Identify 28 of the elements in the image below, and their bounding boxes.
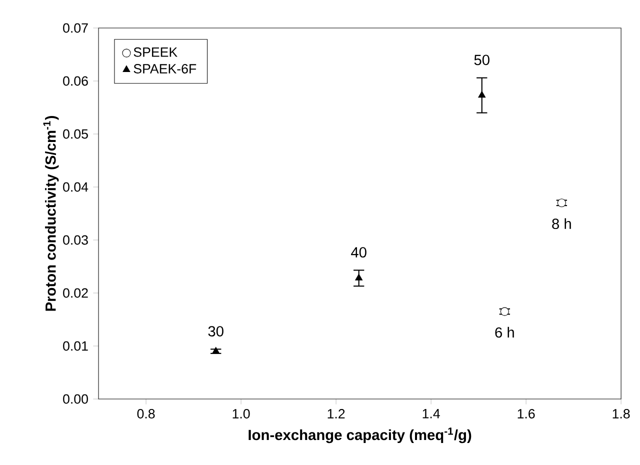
point [212,347,220,354]
annotation: 8 h [552,218,571,230]
annotation: 40 [351,247,366,258]
y-axis-title: Proton conductivity (S/cm$^{-1}$) [43,116,59,311]
x-tick-label: 1.2 [328,409,345,418]
legend-label: SPAEK-6F [134,64,196,74]
y-tick-label: 0.06 [63,76,88,86]
point [557,198,566,208]
y-tick-label: 0.05 [63,129,88,139]
y-tick-label: 0.04 [63,182,88,192]
y-tick-label: 0.00 [63,394,88,404]
x-tick-label: 1.8 [612,409,630,418]
legend-label: SPEEK [134,47,178,57]
y-tick-label: 0.03 [63,235,88,245]
y-tick-label: 0.01 [63,341,88,351]
annotation: 30 [208,326,224,336]
y-tick-label: 0.07 [63,23,88,33]
point [500,307,509,316]
annotation: 6 h [495,326,514,338]
x-tick-label: 1.0 [232,409,250,418]
x-axis-title: Ion-exchange capacity (meq$^{-1}$/g) [248,428,472,444]
annotation: 50 [474,54,490,66]
x-tick-label: 1.4 [422,409,440,418]
x-tick-label: 1.6 [518,409,535,418]
point [355,274,363,280]
x-tick-label: 0.8 [137,409,155,418]
y-tick-label: 0.02 [63,288,88,298]
point [478,91,486,98]
